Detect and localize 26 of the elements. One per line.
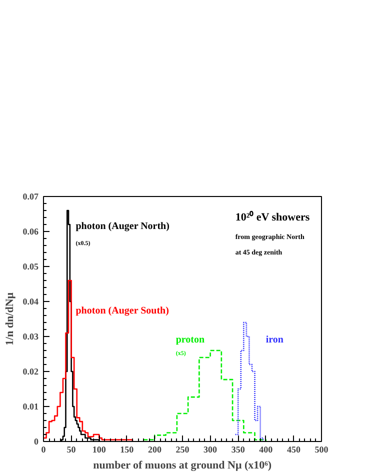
- x-tick-label: 500: [314, 444, 329, 454]
- x-axis-title: number of muons at ground Nμ (x10⁶): [93, 460, 272, 472]
- x-tick-label: 350: [231, 444, 246, 454]
- y-tick-label: 0.01: [22, 402, 39, 412]
- x-tick-label: 400: [259, 444, 274, 454]
- x-tick-label: 300: [204, 444, 218, 454]
- y-tick-label: 0.06: [22, 226, 39, 236]
- y-tick-label: 0.07: [22, 192, 39, 202]
- y-tick-label: 0.04: [22, 296, 39, 306]
- x-tick-label: 0: [41, 444, 46, 454]
- series-label: photon (Auger North): [76, 220, 170, 232]
- y-axis-title: 1/n dn/dNμ: [4, 292, 16, 346]
- y-tick-label: 0.05: [22, 262, 39, 272]
- x-tick-label: 100: [92, 444, 106, 454]
- y-tick-label: 0: [34, 436, 39, 446]
- x-tick-label: 150: [120, 444, 134, 454]
- series-label: photon (Auger South): [76, 305, 169, 316]
- x-tick-label: 450: [286, 444, 301, 454]
- y-tick-label: 0.03: [22, 332, 39, 342]
- annotation: 10²⁰ eV showers: [235, 210, 310, 224]
- x-tick-label: 200: [148, 444, 162, 454]
- y-tick-label: 0.02: [22, 366, 39, 376]
- x-tick-label: 250: [176, 444, 190, 454]
- series-label: iron: [266, 334, 284, 346]
- x-tick-label: 50: [66, 444, 76, 454]
- series-label: proton: [176, 334, 205, 346]
